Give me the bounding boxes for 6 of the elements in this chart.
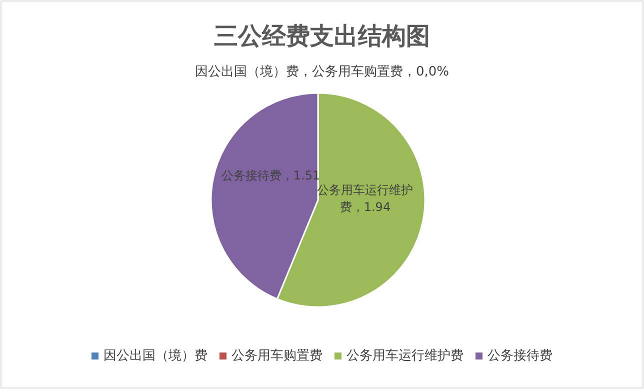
legend-label: 公务用车购置费: [232, 348, 322, 364]
legend-label: 公务接待费: [488, 348, 552, 364]
legend-label: 公务用车运行维护费: [346, 348, 464, 364]
chart-title: 三公经费支出结构图: [214, 21, 430, 50]
legend-label: 因公出国（境）费: [104, 348, 208, 364]
text: 因公出国（境）费，公务用车购置费，0,0%: [194, 64, 450, 80]
